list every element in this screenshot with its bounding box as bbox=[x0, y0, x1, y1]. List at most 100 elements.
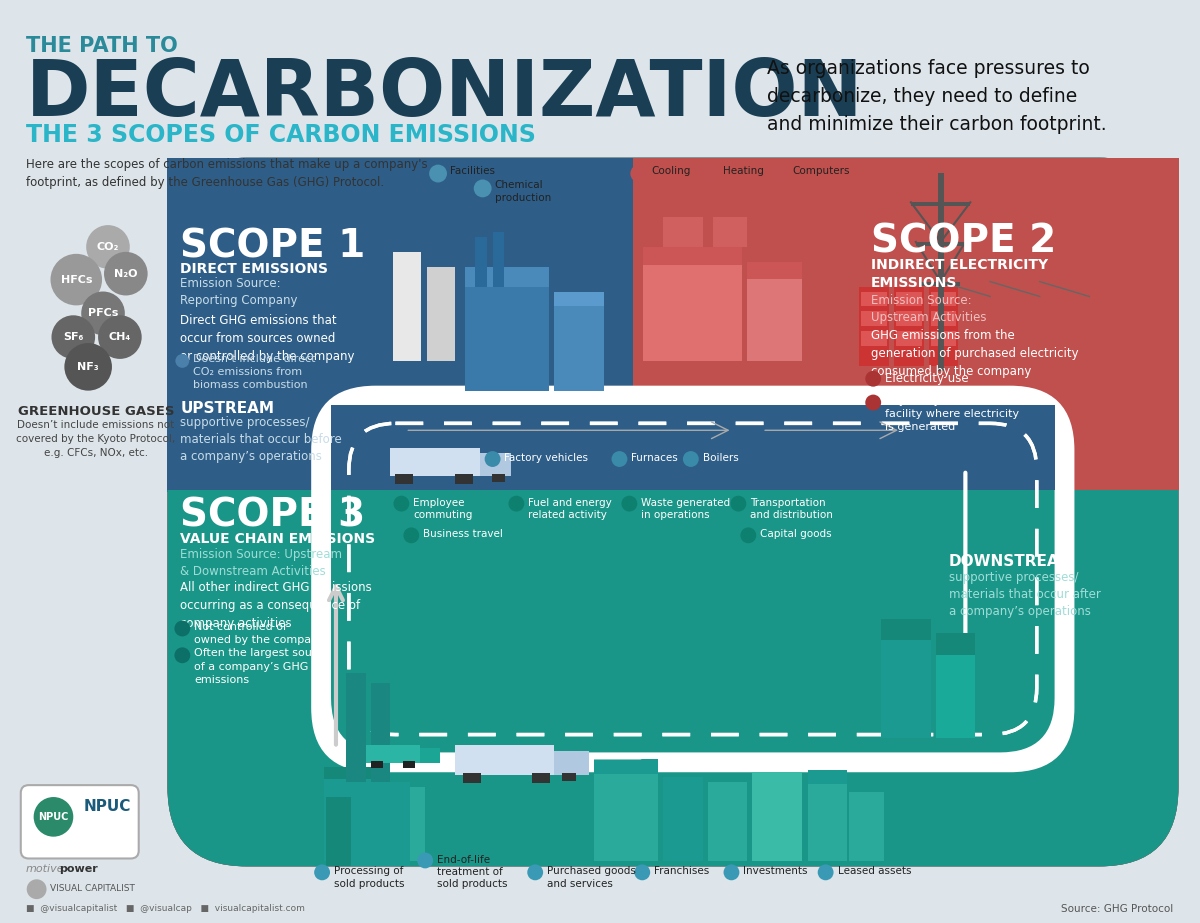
Circle shape bbox=[740, 527, 756, 544]
Bar bbox=[371, 683, 390, 802]
Bar bbox=[403, 761, 415, 768]
Bar bbox=[748, 277, 802, 361]
Bar bbox=[326, 797, 350, 867]
Bar bbox=[168, 158, 634, 490]
Circle shape bbox=[394, 496, 409, 511]
Bar bbox=[643, 262, 743, 361]
Circle shape bbox=[635, 865, 650, 881]
Text: THE 3 SCOPES OF CARBON EMISSIONS: THE 3 SCOPES OF CARBON EMISSIONS bbox=[25, 123, 535, 147]
Circle shape bbox=[817, 865, 834, 881]
Text: Purchased goods
and services: Purchased goods and services bbox=[547, 867, 636, 889]
Bar bbox=[554, 292, 604, 306]
Text: HFCs: HFCs bbox=[60, 275, 92, 284]
Bar bbox=[634, 158, 1178, 490]
Bar bbox=[475, 237, 487, 286]
Text: Doesn’t include emissions not
covered by the Kyoto Protocol,
e.g. CFCs, NOx, etc: Doesn’t include emissions not covered by… bbox=[17, 420, 175, 458]
Bar bbox=[464, 267, 550, 286]
Bar bbox=[808, 782, 847, 861]
Bar bbox=[396, 473, 413, 484]
Bar bbox=[554, 306, 604, 390]
Text: Emission Source: Upstream
& Downstream Activities: Emission Source: Upstream & Downstream A… bbox=[180, 548, 342, 578]
Text: supportive processes/
materials that occur after
a company’s operations: supportive processes/ materials that occ… bbox=[948, 571, 1100, 618]
Text: INDIRECT ELECTRICITY
EMISSIONS: INDIRECT ELECTRICITY EMISSIONS bbox=[871, 258, 1049, 290]
Text: Direct GHG emissions that
occur from sources owned
or controlled by the company: Direct GHG emissions that occur from sou… bbox=[180, 315, 355, 364]
Bar bbox=[850, 792, 884, 861]
Bar bbox=[385, 787, 425, 861]
Bar bbox=[346, 673, 366, 802]
Text: Processing of
sold products: Processing of sold products bbox=[334, 867, 404, 889]
Text: Furnaces: Furnaces bbox=[631, 453, 678, 463]
FancyBboxPatch shape bbox=[331, 405, 1055, 752]
Text: PFCs: PFCs bbox=[88, 308, 119, 318]
Circle shape bbox=[612, 451, 628, 467]
Text: Facilities: Facilities bbox=[450, 165, 494, 175]
Bar bbox=[331, 405, 1055, 490]
Circle shape bbox=[34, 797, 73, 836]
Text: Investments: Investments bbox=[743, 867, 808, 877]
Bar bbox=[463, 773, 481, 783]
Text: Electricity use: Electricity use bbox=[886, 372, 968, 385]
Text: VISUAL CAPITALIST: VISUAL CAPITALIST bbox=[50, 884, 136, 893]
FancyBboxPatch shape bbox=[168, 158, 1178, 867]
Bar bbox=[881, 618, 931, 641]
Bar bbox=[931, 311, 956, 326]
Bar bbox=[916, 242, 965, 246]
Bar bbox=[664, 217, 703, 246]
Bar bbox=[594, 760, 658, 774]
Circle shape bbox=[772, 164, 788, 183]
Text: Doesn’t include direct
CO₂ emissions from
biomass combustion: Doesn’t include direct CO₂ emissions fro… bbox=[193, 354, 316, 390]
Bar bbox=[808, 771, 847, 785]
Text: Fuel and energy
related activity: Fuel and energy related activity bbox=[528, 497, 612, 520]
Text: Leased assets: Leased assets bbox=[838, 867, 911, 877]
Text: Boilers: Boilers bbox=[703, 453, 738, 463]
Bar bbox=[324, 767, 378, 779]
Circle shape bbox=[82, 292, 125, 335]
Text: Chemical
production: Chemical production bbox=[494, 181, 551, 203]
Bar bbox=[168, 158, 634, 490]
Bar bbox=[664, 777, 703, 861]
Bar bbox=[911, 202, 971, 206]
Bar bbox=[929, 286, 959, 366]
Text: Emission Source:
Reporting Company: Emission Source: Reporting Company bbox=[180, 277, 298, 306]
Text: SF₆: SF₆ bbox=[64, 332, 84, 342]
Text: supportive processes/
materials that occur before
a company’s operations: supportive processes/ materials that occ… bbox=[180, 416, 342, 463]
Text: SCOPE 1: SCOPE 1 bbox=[180, 227, 366, 265]
Bar bbox=[366, 746, 420, 763]
Bar bbox=[937, 173, 943, 371]
Circle shape bbox=[683, 451, 698, 467]
Text: CO₂: CO₂ bbox=[97, 242, 119, 252]
Text: Computers: Computers bbox=[792, 165, 850, 175]
Text: DOWNSTREAM: DOWNSTREAM bbox=[948, 554, 1074, 569]
Circle shape bbox=[65, 343, 112, 390]
Bar bbox=[862, 292, 887, 306]
Text: Physically occur at the
facility where electricity
is generated: Physically occur at the facility where e… bbox=[886, 396, 1019, 432]
Circle shape bbox=[622, 496, 637, 511]
Circle shape bbox=[104, 252, 148, 295]
Text: VALUE CHAIN EMISSIONS: VALUE CHAIN EMISSIONS bbox=[180, 533, 376, 546]
Circle shape bbox=[509, 496, 524, 511]
Bar bbox=[492, 473, 505, 482]
Bar bbox=[862, 311, 887, 326]
Text: ■  @visualcapitalist   ■  @visualcap   ■  visualcapitalist.com: ■ @visualcapitalist ■ @visualcap ■ visua… bbox=[25, 904, 305, 913]
Text: UPSTREAM: UPSTREAM bbox=[180, 401, 275, 415]
Bar bbox=[394, 252, 421, 361]
Bar bbox=[346, 782, 410, 867]
Bar bbox=[554, 751, 589, 775]
Circle shape bbox=[865, 395, 881, 411]
Circle shape bbox=[527, 865, 544, 881]
Bar bbox=[643, 246, 743, 265]
Circle shape bbox=[52, 316, 95, 359]
Text: CH₄: CH₄ bbox=[109, 332, 131, 342]
Text: NF₃: NF₃ bbox=[77, 362, 98, 372]
Text: GREENHOUSE GASES: GREENHOUSE GASES bbox=[18, 405, 174, 418]
Text: NPUC: NPUC bbox=[83, 799, 131, 814]
Bar bbox=[480, 453, 511, 476]
Text: N₂O: N₂O bbox=[114, 269, 138, 279]
Bar bbox=[862, 331, 887, 346]
Bar bbox=[464, 286, 550, 390]
Text: GHG emissions from the
generation of purchased electricity
consumed by the compa: GHG emissions from the generation of pur… bbox=[871, 330, 1079, 378]
Circle shape bbox=[430, 164, 446, 183]
Text: All other indirect GHG emissions
occurring as a consequence of
company activitie: All other indirect GHG emissions occurri… bbox=[180, 581, 372, 629]
Bar bbox=[936, 633, 976, 655]
Circle shape bbox=[314, 865, 330, 881]
